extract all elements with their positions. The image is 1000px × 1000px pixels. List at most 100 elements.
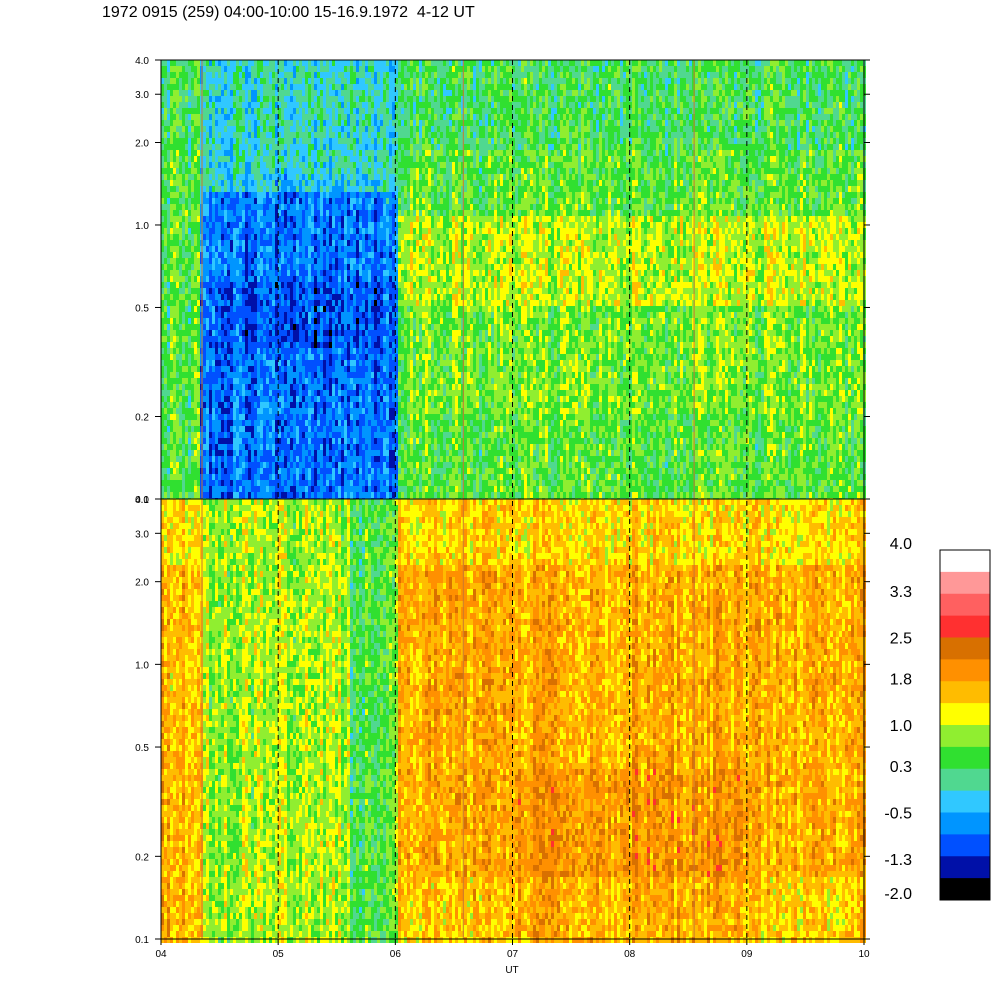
spectrogram-cell bbox=[275, 492, 278, 498]
spectrogram-cell bbox=[332, 264, 335, 270]
spectrogram-cell bbox=[269, 468, 272, 474]
spectrogram-cell bbox=[341, 420, 344, 426]
spectrogram-cell bbox=[299, 126, 302, 132]
spectrogram-cell bbox=[269, 240, 272, 246]
spectrogram-cell bbox=[299, 138, 302, 144]
spectrogram-cell bbox=[332, 312, 335, 318]
spectrogram-cell bbox=[185, 330, 188, 336]
spectrogram-cell bbox=[233, 366, 236, 372]
spectrogram-cell bbox=[188, 168, 191, 174]
spectrogram-cell bbox=[179, 192, 182, 198]
spectrogram-cell bbox=[248, 72, 251, 78]
spectrogram-cell bbox=[254, 144, 257, 150]
spectrogram-cell bbox=[347, 486, 350, 492]
spectrogram-cell bbox=[218, 348, 221, 354]
spectrogram-cell bbox=[335, 432, 338, 438]
spectrogram-cell bbox=[308, 486, 311, 492]
spectrogram-cell bbox=[323, 210, 326, 216]
spectrogram-cell bbox=[362, 282, 365, 288]
spectrogram-cell bbox=[254, 102, 257, 108]
spectrogram-cell bbox=[197, 78, 200, 84]
spectrogram-cell bbox=[311, 90, 314, 96]
spectrogram-cell bbox=[284, 186, 287, 192]
spectrogram-cell bbox=[188, 288, 191, 294]
spectrogram-cell bbox=[344, 342, 347, 348]
spectrogram-cell bbox=[167, 108, 170, 114]
spectrogram-cell bbox=[326, 150, 329, 156]
spectrogram-cell bbox=[335, 390, 338, 396]
spectrogram-cell bbox=[266, 270, 269, 276]
spectrogram-cell bbox=[203, 312, 206, 318]
spectrogram-cell bbox=[281, 366, 284, 372]
spectrogram-cell bbox=[206, 402, 209, 408]
spectrogram-cell bbox=[236, 252, 239, 258]
spectrogram-cell bbox=[302, 348, 305, 354]
spectrogram-cell bbox=[338, 66, 341, 72]
spectrogram-cell bbox=[308, 456, 311, 462]
spectrogram-cell bbox=[230, 486, 233, 492]
spectrogram-cell bbox=[218, 138, 221, 144]
spectrogram-cell bbox=[185, 372, 188, 378]
spectrogram-cell bbox=[224, 90, 227, 96]
spectrogram-cell bbox=[179, 240, 182, 246]
spectrogram-cell bbox=[266, 318, 269, 324]
spectrogram-cell bbox=[239, 414, 242, 420]
spectrogram-cell bbox=[335, 492, 338, 498]
spectrogram-cell bbox=[173, 444, 176, 450]
spectrogram-cell bbox=[215, 420, 218, 426]
spectrogram-cell bbox=[227, 96, 230, 102]
spectrogram-cell bbox=[338, 114, 341, 120]
spectrogram-cell bbox=[344, 72, 347, 78]
spectrogram-cell bbox=[215, 144, 218, 150]
spectrogram-cell bbox=[311, 456, 314, 462]
spectrogram-cell bbox=[191, 144, 194, 150]
spectrogram-cell bbox=[218, 108, 221, 114]
spectrogram-cell bbox=[248, 378, 251, 384]
spectrogram-cell bbox=[332, 228, 335, 234]
spectrogram-cell bbox=[335, 348, 338, 354]
spectrogram-cell bbox=[224, 342, 227, 348]
spectrogram-cell bbox=[239, 192, 242, 198]
spectrogram-cell bbox=[233, 354, 236, 360]
spectrogram-cell bbox=[200, 336, 203, 342]
spectrogram-cell bbox=[248, 126, 251, 132]
spectrogram-cell bbox=[278, 114, 281, 120]
spectrogram-cell bbox=[224, 264, 227, 270]
spectrogram-cell bbox=[203, 492, 206, 498]
spectrogram-cell bbox=[221, 354, 224, 360]
spectrogram-cell bbox=[248, 336, 251, 342]
spectrogram-cell bbox=[272, 480, 275, 486]
spectrogram-cell bbox=[269, 78, 272, 84]
spectrogram-cell bbox=[290, 438, 293, 444]
spectrogram-cell bbox=[185, 270, 188, 276]
spectrogram-cell bbox=[215, 264, 218, 270]
spectrogram-cell bbox=[242, 366, 245, 372]
spectrogram-cell bbox=[281, 96, 284, 102]
spectrogram-cell bbox=[284, 90, 287, 96]
spectrogram-cell bbox=[344, 420, 347, 426]
spectrogram-cell bbox=[191, 192, 194, 198]
spectrogram-cell bbox=[335, 462, 338, 468]
spectrogram-cell bbox=[359, 234, 362, 240]
spectrogram-cell bbox=[191, 432, 194, 438]
spectrogram-cell bbox=[347, 66, 350, 72]
spectrogram-cell bbox=[215, 438, 218, 444]
spectrogram-cell bbox=[170, 480, 173, 486]
spectrogram-cell bbox=[230, 222, 233, 228]
spectrogram-cell bbox=[302, 258, 305, 264]
spectrogram-cell bbox=[260, 264, 263, 270]
spectrogram-cell bbox=[269, 408, 272, 414]
spectrogram-cell bbox=[182, 300, 185, 306]
spectrogram-cell bbox=[263, 216, 266, 222]
spectrogram-cell bbox=[182, 210, 185, 216]
spectrogram-cell bbox=[347, 60, 350, 66]
spectrogram-cell bbox=[269, 228, 272, 234]
spectrogram-cell bbox=[350, 474, 353, 480]
spectrogram-cell bbox=[311, 390, 314, 396]
spectrogram-cell bbox=[320, 102, 323, 108]
spectrogram-cell bbox=[257, 216, 260, 222]
spectrogram-cell bbox=[248, 240, 251, 246]
spectrogram-cell bbox=[353, 372, 356, 378]
spectrogram-cell bbox=[203, 246, 206, 252]
spectrogram-cell bbox=[311, 486, 314, 492]
